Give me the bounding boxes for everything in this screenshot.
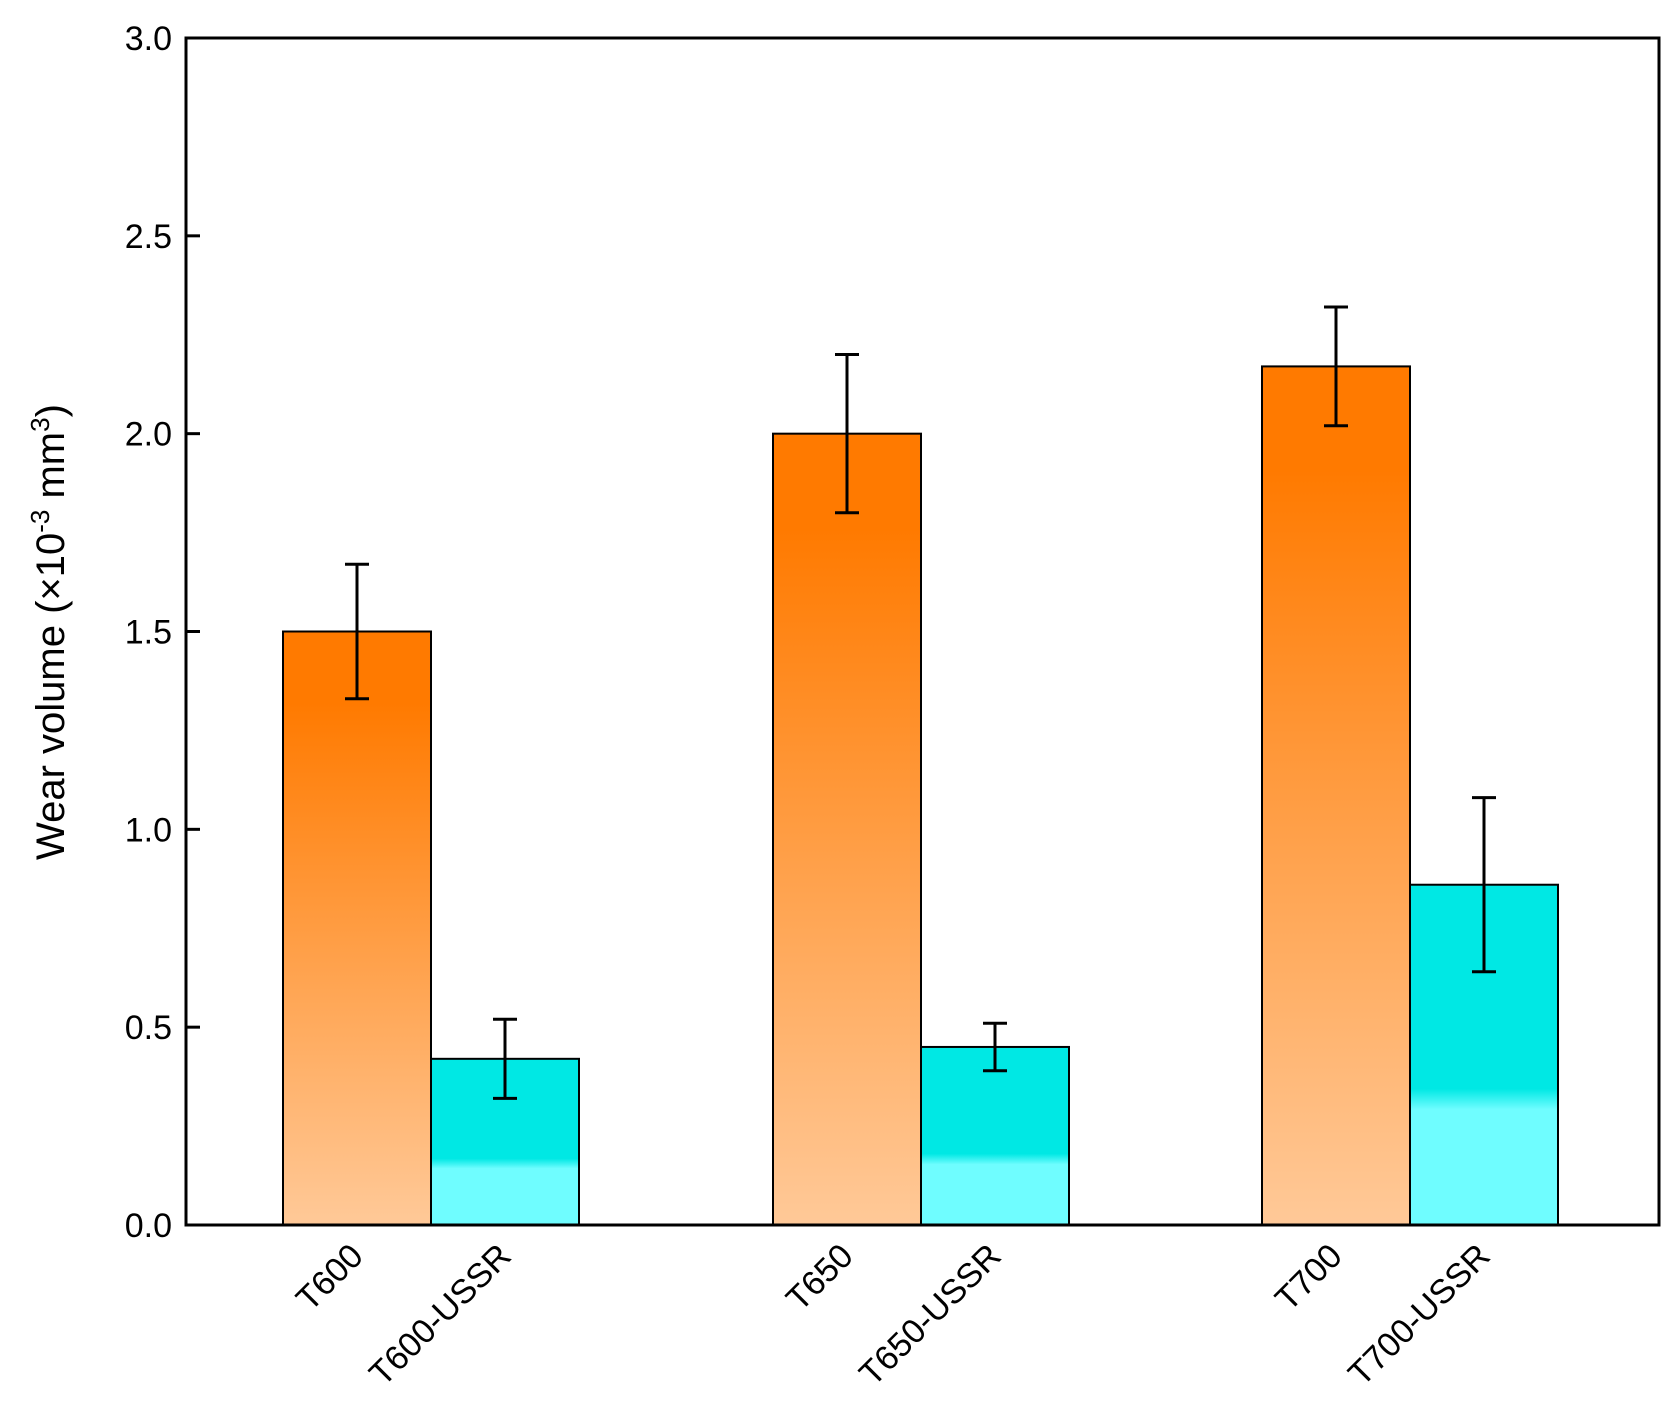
y-tick-label: 1.0 bbox=[125, 811, 172, 849]
y-axis-title-exp2: 3 bbox=[25, 417, 55, 431]
bar-t650 bbox=[772, 432, 922, 1226]
error-bar-t650 bbox=[835, 353, 859, 515]
y-axis-title-main: Wear volume (×10 bbox=[29, 533, 73, 860]
x-tick-label-t650-ussr: T650-USSR bbox=[852, 1237, 1008, 1393]
x-tick-label-t600-ussr: T600-USSR bbox=[362, 1237, 518, 1393]
bar-t700 bbox=[1261, 365, 1411, 1226]
x-tick-label-t650: T650 bbox=[779, 1237, 861, 1319]
error-bar-t600 bbox=[345, 562, 369, 701]
y-tick-label: 0.5 bbox=[125, 1009, 172, 1047]
bar-t650-ussr bbox=[920, 1045, 1070, 1226]
y-axis-title: Wear volume (×10-3 mm3) bbox=[25, 404, 73, 860]
y-tick-label: 2.0 bbox=[125, 416, 172, 454]
y-tick-label: 2.5 bbox=[125, 218, 172, 256]
error-bar-t700-ussr bbox=[1472, 796, 1496, 974]
y-axis-title-unit: mm bbox=[29, 432, 73, 510]
x-tick-label-t700-ussr: T700-USSR bbox=[1341, 1237, 1497, 1393]
y-axis-title-close: ) bbox=[29, 404, 73, 417]
error-bars-layer bbox=[345, 305, 1496, 1100]
y-tick-label: 3.0 bbox=[125, 20, 172, 58]
error-bar-t650-ussr bbox=[983, 1021, 1007, 1073]
x-tick-label-t700: T700 bbox=[1268, 1237, 1350, 1319]
error-bar-t600-ussr bbox=[493, 1017, 517, 1100]
y-axis: 0.0 0.5 1.0 1.5 2.0 2.5 3.0 bbox=[125, 20, 200, 1245]
x-tick-label-t600: T600 bbox=[289, 1237, 371, 1319]
bars-layer bbox=[282, 365, 1559, 1227]
bar-t600 bbox=[282, 630, 432, 1226]
y-tick-label: 0.0 bbox=[125, 1207, 172, 1245]
y-tick-label: 1.5 bbox=[125, 614, 172, 652]
y-axis-title-exp1: -3 bbox=[25, 510, 55, 533]
error-bar-t700 bbox=[1324, 305, 1348, 428]
